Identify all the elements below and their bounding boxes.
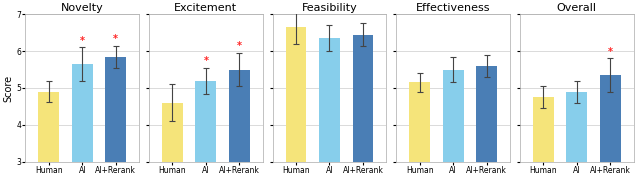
Bar [285, 27, 307, 162]
Text: *: * [80, 36, 84, 46]
Bar [566, 92, 587, 162]
Bar [600, 75, 621, 162]
Title: Feasibility: Feasibility [301, 3, 357, 13]
Bar [106, 57, 126, 162]
Bar [162, 103, 183, 162]
Bar [72, 64, 93, 162]
Title: Novelty: Novelty [61, 3, 104, 13]
Title: Overall: Overall [557, 3, 596, 13]
Bar [443, 70, 463, 162]
Title: Effectiveness: Effectiveness [416, 3, 490, 13]
Text: *: * [113, 34, 118, 44]
Bar [353, 35, 373, 162]
Bar [319, 38, 340, 162]
Text: *: * [204, 56, 209, 66]
Bar [476, 66, 497, 162]
Bar [195, 81, 216, 162]
Bar [229, 70, 250, 162]
Y-axis label: Score: Score [3, 74, 13, 102]
Title: Excitement: Excitement [174, 3, 237, 13]
Bar [38, 92, 59, 162]
Text: *: * [608, 47, 612, 57]
Bar [533, 97, 554, 162]
Bar [409, 82, 430, 162]
Text: *: * [237, 41, 242, 51]
